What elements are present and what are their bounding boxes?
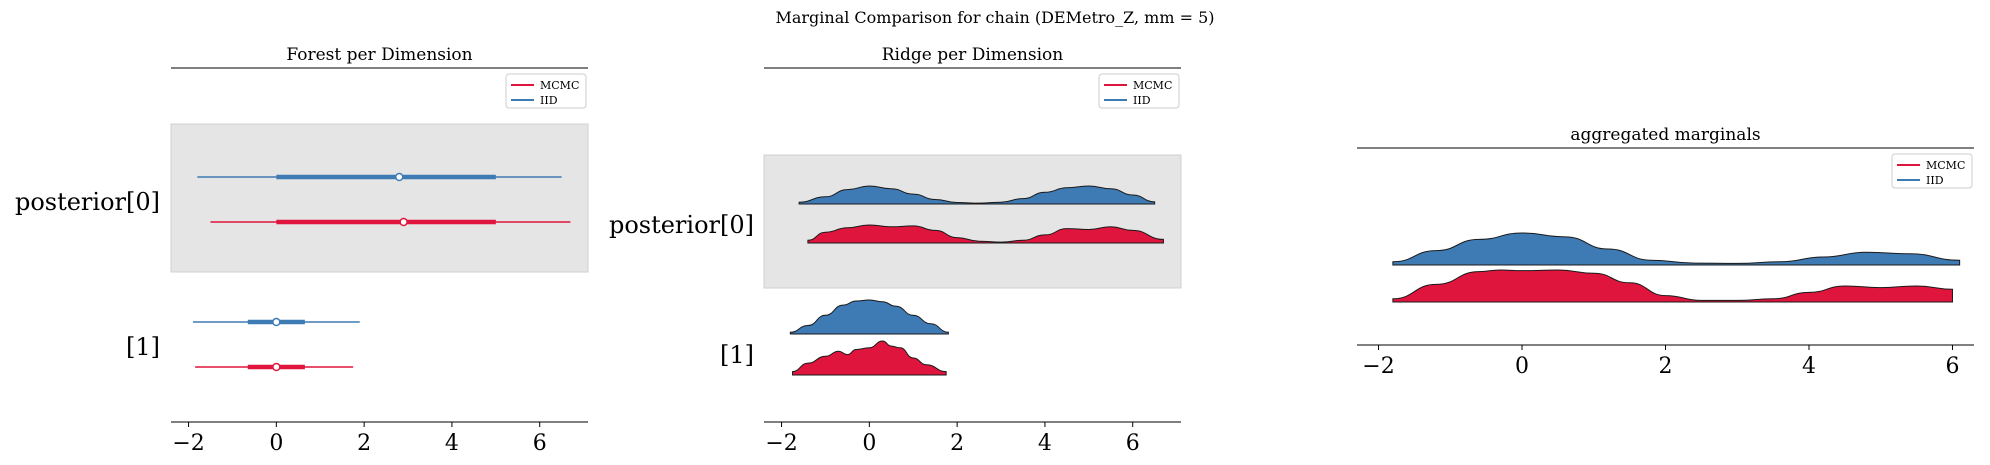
legend-label-0-0: MCMC	[540, 79, 579, 92]
median-point-0-1-0	[272, 317, 281, 327]
median-point-0-0-0	[395, 172, 404, 182]
x-tick-label-1-1: 0	[862, 431, 876, 456]
plot-title-2: aggregated marginals	[1570, 125, 1760, 145]
x-tick-label-2-3: 4	[1802, 354, 1816, 379]
x-tick-label-2-1: 0	[1515, 354, 1529, 379]
x-tick-label-1-4: 6	[1126, 431, 1140, 456]
dimension-label-1-1: [1]	[720, 341, 754, 369]
density-ridge-1-0-0	[798, 185, 1156, 205]
legend-label-2-0: MCMC	[1926, 159, 1965, 172]
x-tick-label-0-4: 6	[533, 431, 547, 456]
x-tick-label-0-3: 4	[445, 431, 459, 456]
plot-title-1: Ridge per Dimension	[882, 45, 1064, 65]
x-tick-label-0-0: −2	[172, 431, 204, 456]
x-tick-label-1-3: 4	[1038, 431, 1052, 456]
x-tick-label-1-0: −2	[765, 431, 797, 456]
x-tick-label-2-4: 6	[1945, 354, 1959, 379]
plot-title-0: Forest per Dimension	[286, 45, 472, 65]
dimension-label-0-1: [1]	[126, 333, 160, 361]
density-ridge-1-1-0	[789, 299, 949, 335]
x-tick-label-0-1: 0	[269, 431, 283, 456]
legend-label-1-0: MCMC	[1133, 79, 1172, 92]
density-ridge-1-1-1	[792, 340, 947, 376]
figure-suptitle: Marginal Comparison for chain (DEMetro_Z…	[775, 8, 1215, 27]
x-tick-label-2-2: 2	[1659, 354, 1673, 379]
dimension-label-0-0: posterior[0]	[15, 188, 160, 216]
density-ridge-2-0	[1392, 232, 1961, 266]
x-tick-label-2-0: −2	[1362, 354, 1394, 379]
median-point-0-0-1	[399, 217, 408, 227]
legend-label-1-1: IID	[1133, 94, 1151, 107]
density-ridge-2-1	[1392, 269, 1953, 303]
x-tick-label-1-2: 2	[950, 431, 964, 456]
legend-label-0-1: IID	[540, 94, 558, 107]
median-point-0-1-1	[272, 362, 281, 372]
legend-label-2-1: IID	[1926, 174, 1944, 187]
dimension-band-0-0	[170, 123, 589, 273]
dimension-label-1-0: posterior[0]	[609, 211, 754, 239]
dimension-band-1-0	[763, 154, 1182, 289]
density-ridge-1-0-1	[807, 224, 1164, 244]
x-tick-label-0-2: 2	[357, 431, 371, 456]
